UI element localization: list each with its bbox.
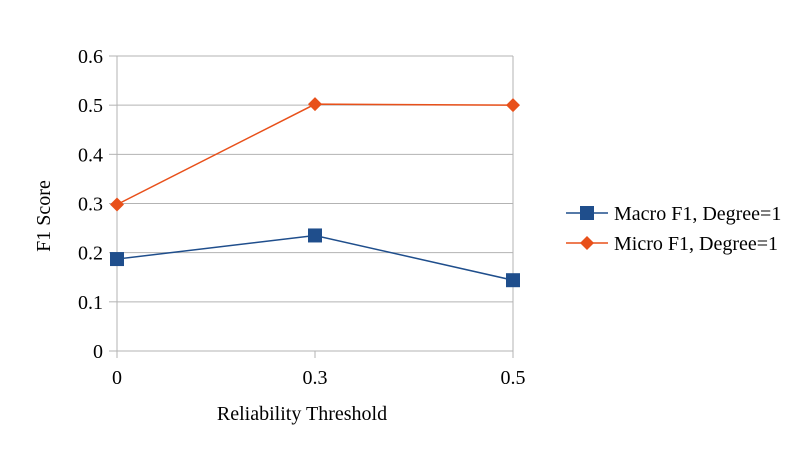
y-tick-label: 0.5 bbox=[78, 95, 103, 117]
series-2 bbox=[110, 97, 520, 212]
legend-swatch-marker bbox=[580, 206, 594, 220]
x-tick-label: 0.3 bbox=[303, 367, 328, 389]
legend-item: Macro F1, Degree=1 bbox=[566, 203, 781, 225]
grid-lines bbox=[109, 55, 513, 352]
y-tick-label: 0.6 bbox=[78, 46, 103, 68]
data-point bbox=[308, 228, 322, 243]
legend: Macro F1, Degree=1 Micro F1, Degree=1 bbox=[566, 203, 781, 255]
x-tick-label: 0.5 bbox=[501, 367, 526, 389]
series bbox=[110, 97, 520, 288]
y-tick-label: 0.3 bbox=[78, 194, 103, 216]
x-tick-labels: 0 0.3 0.5 bbox=[112, 367, 526, 389]
data-point bbox=[110, 252, 124, 267]
data-point bbox=[110, 197, 124, 212]
legend-label: Micro F1, Degree=1 bbox=[614, 233, 778, 255]
data-point bbox=[506, 273, 520, 288]
y-tick-label: 0.1 bbox=[78, 292, 103, 314]
y-axis-label: F1 Score bbox=[33, 180, 55, 252]
y-tick-labels: 0 0.1 0.2 0.3 0.4 0.5 0.6 bbox=[78, 46, 103, 363]
x-axis-label: Reliability Threshold bbox=[217, 403, 387, 425]
y-tick-label: 0 bbox=[93, 341, 103, 363]
series-1 bbox=[110, 228, 520, 288]
data-point bbox=[506, 98, 520, 113]
legend-swatch-marker bbox=[580, 236, 594, 250]
x-tick-label: 0 bbox=[112, 367, 122, 389]
legend-item: Micro F1, Degree=1 bbox=[566, 233, 778, 255]
y-tick-label: 0.4 bbox=[78, 144, 103, 166]
y-tick-label: 0.2 bbox=[78, 243, 103, 265]
data-point bbox=[308, 97, 322, 112]
legend-label: Macro F1, Degree=1 bbox=[614, 203, 781, 225]
